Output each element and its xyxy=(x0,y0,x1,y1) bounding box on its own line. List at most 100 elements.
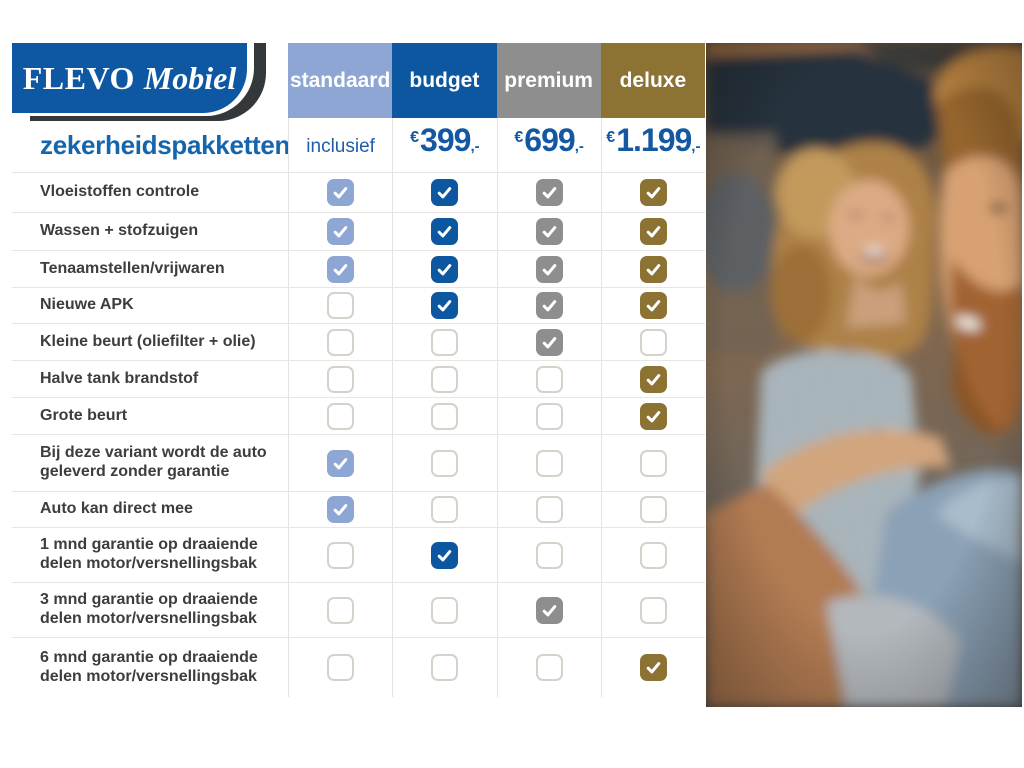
cell-deluxe xyxy=(600,637,705,697)
checked-checkbox-deluxe[interactable] xyxy=(639,654,667,681)
check-icon xyxy=(542,300,556,312)
checked-checkbox-budget[interactable] xyxy=(431,179,459,206)
cell-budget xyxy=(392,527,497,582)
unchecked-checkbox-budget[interactable] xyxy=(431,365,459,393)
feature-label: Halve tank brandstof xyxy=(12,360,288,397)
check-icon xyxy=(438,187,452,199)
cell-premium xyxy=(496,582,601,637)
check-icon xyxy=(333,187,348,199)
logo-blue-panel: FLEVO Mobiel xyxy=(12,43,247,113)
cell-premium xyxy=(496,287,601,323)
checked-checkbox-deluxe[interactable] xyxy=(639,255,667,283)
package-price-premium: €699 ,- xyxy=(496,118,601,172)
unchecked-checkbox-budget[interactable] xyxy=(431,596,459,624)
unchecked-checkbox-premium[interactable] xyxy=(535,402,563,430)
feature-label: 3 mnd garantie op draaiende delen motor/… xyxy=(12,582,288,637)
check-icon xyxy=(438,226,452,238)
flevo-mobiel-logo: FLEVO Mobiel xyxy=(12,43,288,121)
cell-budget xyxy=(392,434,497,491)
checked-checkbox-budget[interactable] xyxy=(431,255,459,283)
price-amount: 1.199 xyxy=(616,122,692,158)
cell-budget xyxy=(392,172,497,212)
unchecked-checkbox-premium[interactable] xyxy=(535,654,563,681)
unchecked-checkbox-standaard[interactable] xyxy=(327,365,355,393)
check-icon xyxy=(438,300,452,312)
unchecked-checkbox-deluxe[interactable] xyxy=(639,449,667,477)
unchecked-checkbox-standaard[interactable] xyxy=(327,292,355,319)
cell-deluxe xyxy=(600,397,705,434)
unchecked-checkbox-standaard[interactable] xyxy=(327,596,355,624)
checked-checkbox-deluxe[interactable] xyxy=(639,179,667,206)
check-icon xyxy=(646,187,661,199)
checked-checkbox-standaard[interactable] xyxy=(327,179,355,206)
price-suffix: ,- xyxy=(470,138,480,155)
cell-standaard xyxy=(288,212,393,250)
cell-premium xyxy=(496,434,601,491)
cell-standaard xyxy=(288,527,393,582)
unchecked-checkbox-premium[interactable] xyxy=(535,365,563,393)
check-icon xyxy=(542,263,556,275)
checked-checkbox-premium[interactable] xyxy=(535,218,563,245)
cell-budget xyxy=(392,491,497,527)
cell-budget xyxy=(392,323,497,360)
cell-standaard xyxy=(288,491,393,527)
check-icon xyxy=(333,226,348,238)
photo-couple-in-car xyxy=(706,43,1022,707)
checked-checkbox-budget[interactable] xyxy=(431,292,459,319)
cell-premium xyxy=(496,172,601,212)
checked-checkbox-deluxe[interactable] xyxy=(639,218,667,245)
unchecked-checkbox-budget[interactable] xyxy=(431,654,459,681)
cell-standaard xyxy=(288,287,393,323)
unchecked-checkbox-budget[interactable] xyxy=(431,496,459,523)
check-icon xyxy=(646,300,661,312)
cell-budget xyxy=(392,250,497,287)
unchecked-checkbox-standaard[interactable] xyxy=(327,402,355,430)
checked-checkbox-premium[interactable] xyxy=(535,596,563,624)
unchecked-checkbox-standaard[interactable] xyxy=(327,654,355,681)
cell-deluxe xyxy=(600,172,705,212)
feature-label: Vloeistoffen controle xyxy=(12,172,288,212)
euro-sign: € xyxy=(606,129,616,146)
unchecked-checkbox-deluxe[interactable] xyxy=(639,328,667,356)
cell-budget xyxy=(392,637,497,697)
cell-deluxe xyxy=(600,250,705,287)
unchecked-checkbox-budget[interactable] xyxy=(431,449,459,477)
logo-text-mobiel: Mobiel xyxy=(143,59,237,96)
unchecked-checkbox-premium[interactable] xyxy=(535,541,563,569)
checked-checkbox-deluxe[interactable] xyxy=(639,365,667,393)
unchecked-checkbox-deluxe[interactable] xyxy=(639,496,667,523)
unchecked-checkbox-deluxe[interactable] xyxy=(639,596,667,624)
unchecked-checkbox-budget[interactable] xyxy=(431,402,459,430)
checked-checkbox-premium[interactable] xyxy=(535,292,563,319)
cell-premium xyxy=(496,360,601,397)
unchecked-checkbox-deluxe[interactable] xyxy=(639,541,667,569)
checked-checkbox-budget[interactable] xyxy=(431,218,459,245)
checked-checkbox-standaard[interactable] xyxy=(327,449,355,477)
cell-standaard xyxy=(288,637,393,697)
checked-checkbox-standaard[interactable] xyxy=(327,255,355,283)
cell-deluxe xyxy=(600,323,705,360)
unchecked-checkbox-premium[interactable] xyxy=(535,496,563,523)
cell-deluxe xyxy=(600,212,705,250)
price-amount: 399 xyxy=(420,122,471,158)
cell-standaard xyxy=(288,323,393,360)
checked-checkbox-standaard[interactable] xyxy=(327,218,355,245)
unchecked-checkbox-budget[interactable] xyxy=(431,328,459,356)
check-icon xyxy=(333,263,348,275)
cell-premium xyxy=(496,212,601,250)
checked-checkbox-standaard[interactable] xyxy=(327,496,355,523)
checked-checkbox-deluxe[interactable] xyxy=(639,292,667,319)
unchecked-checkbox-premium[interactable] xyxy=(535,449,563,477)
checked-checkbox-budget[interactable] xyxy=(431,541,459,569)
checked-checkbox-premium[interactable] xyxy=(535,179,563,206)
unchecked-checkbox-standaard[interactable] xyxy=(327,541,355,569)
check-icon xyxy=(438,263,452,275)
unchecked-checkbox-standaard[interactable] xyxy=(327,328,355,356)
feature-label: Auto kan direct mee xyxy=(12,491,288,527)
checked-checkbox-premium[interactable] xyxy=(535,328,563,356)
checked-checkbox-premium[interactable] xyxy=(535,255,563,283)
cell-deluxe xyxy=(600,491,705,527)
checked-checkbox-deluxe[interactable] xyxy=(639,402,667,430)
package-header-premium: premium xyxy=(496,43,601,118)
